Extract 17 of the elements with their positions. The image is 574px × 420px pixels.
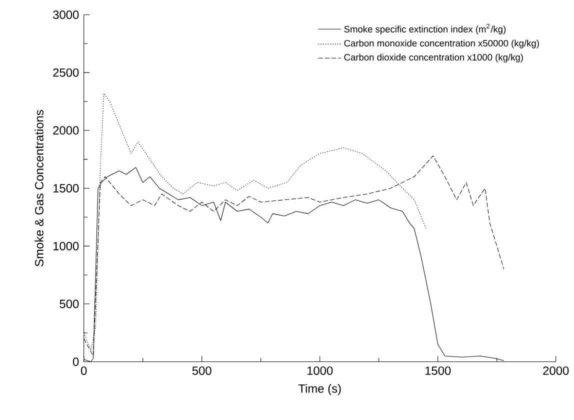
- y-axis-title: Smoke & Gas Concentrations: [34, 110, 44, 266]
- y-tick-label: 3000: [53, 10, 79, 20]
- y-tick-label: 500: [60, 300, 79, 308]
- x-tick-label: 2000: [543, 366, 569, 375]
- legend-label: Carbon monoxide concentration x50000 (kg/kg): [344, 40, 539, 48]
- y-tick-label: 2000: [53, 126, 79, 135]
- y-tick-label: 0: [72, 358, 79, 366]
- legend-label: Carbon dioxide concentration x1000 (kg/kg): [344, 54, 523, 62]
- legend-label: Smoke specific extinction index (m$^{2}$/kg): [344, 24, 506, 34]
- x-tick-label: 1000: [307, 366, 333, 375]
- x-tick-label: 500: [192, 366, 212, 375]
- y-tick-label: 2500: [53, 68, 79, 77]
- x-axis-title: Time (s): [298, 384, 341, 396]
- y-tick-label: 1500: [53, 184, 79, 193]
- x-tick-label: 0: [80, 366, 87, 375]
- x-tick-label: 1500: [425, 366, 451, 375]
- y-tick-label: 1000: [53, 242, 79, 250]
